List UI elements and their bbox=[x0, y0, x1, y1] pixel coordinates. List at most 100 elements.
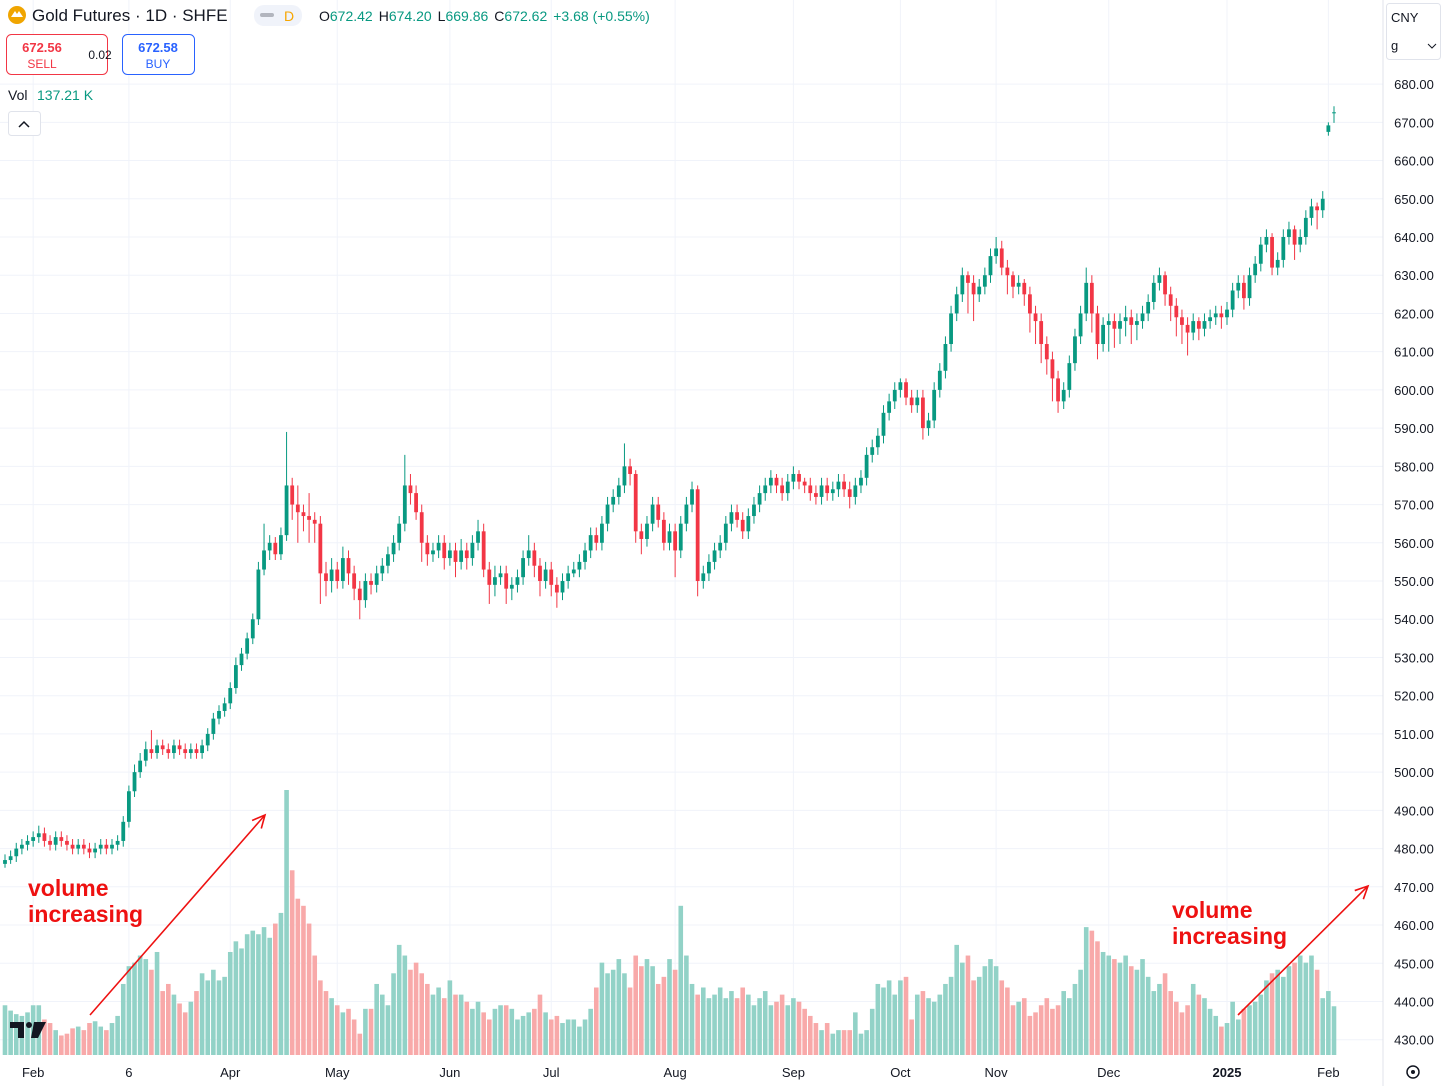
candle-body bbox=[188, 749, 193, 754]
x-tick-label: Apr bbox=[220, 1065, 241, 1080]
volume-bar bbox=[312, 955, 318, 1055]
candle-body bbox=[1298, 236, 1303, 245]
candle-body bbox=[735, 512, 739, 520]
candle-body bbox=[611, 496, 616, 505]
interval-badge: D bbox=[284, 8, 294, 24]
candle-body bbox=[290, 485, 295, 505]
unit: g bbox=[1391, 38, 1398, 53]
volume-bar bbox=[503, 1005, 509, 1055]
candle-body bbox=[115, 840, 120, 845]
volume-bar bbox=[571, 1019, 577, 1055]
volume-bar bbox=[126, 966, 132, 1055]
volume-bar bbox=[1050, 1008, 1055, 1055]
candle-body bbox=[267, 542, 272, 551]
candle-body bbox=[447, 550, 452, 559]
candle-body bbox=[1241, 282, 1246, 299]
candle-body bbox=[1275, 259, 1280, 268]
volume-bar bbox=[1275, 969, 1280, 1055]
volume-bar bbox=[447, 980, 453, 1055]
candle-body bbox=[340, 558, 345, 582]
y-tick-label: 620.00 bbox=[1394, 306, 1434, 321]
candle-body bbox=[1208, 317, 1213, 322]
candle-body bbox=[566, 573, 571, 582]
candle-body bbox=[1084, 282, 1089, 314]
sell-button[interactable] bbox=[6, 34, 108, 75]
volume-bar bbox=[464, 1001, 470, 1055]
volume-bar bbox=[1078, 969, 1083, 1055]
volume-bar bbox=[143, 959, 149, 1055]
candle-body bbox=[1028, 294, 1032, 314]
candle-body bbox=[1303, 217, 1308, 237]
volume-bar bbox=[960, 962, 965, 1055]
candle-body bbox=[442, 542, 447, 559]
y-tick-label: 650.00 bbox=[1394, 192, 1434, 207]
candle-body bbox=[25, 840, 30, 845]
volume-bar bbox=[515, 1019, 520, 1055]
annotation-text: increasing bbox=[1172, 923, 1287, 949]
candle-body bbox=[988, 256, 993, 276]
settings-icon[interactable] bbox=[1406, 1065, 1420, 1079]
volume-bar bbox=[301, 905, 306, 1055]
volume-bar bbox=[1055, 1005, 1061, 1055]
volume-bar bbox=[453, 994, 458, 1055]
volume-bar bbox=[689, 983, 695, 1055]
candle-body bbox=[830, 489, 835, 494]
volume-bar bbox=[419, 973, 425, 1055]
candle-body bbox=[1219, 313, 1224, 318]
x-tick-label: Oct bbox=[890, 1065, 911, 1080]
x-tick-label: 6 bbox=[125, 1065, 132, 1080]
volume-bar bbox=[717, 987, 723, 1055]
candle-body bbox=[1292, 229, 1297, 245]
candle-body bbox=[791, 473, 796, 482]
candle-body bbox=[1123, 317, 1128, 322]
candle-body bbox=[864, 454, 869, 478]
candle-body bbox=[932, 389, 937, 421]
symbol-title[interactable]: Gold Futures · 1D · SHFE bbox=[32, 6, 228, 25]
candle-body bbox=[701, 573, 706, 582]
volume-bar bbox=[768, 1005, 774, 1055]
volume-bar bbox=[1247, 1005, 1252, 1055]
volume-bar bbox=[59, 1035, 64, 1055]
candle-body bbox=[667, 531, 672, 543]
volume-bar bbox=[796, 1001, 802, 1055]
candle-body bbox=[211, 718, 216, 734]
candle-body bbox=[752, 504, 756, 517]
volume-bar bbox=[1157, 983, 1162, 1055]
x-tick-label: 2025 bbox=[1213, 1065, 1242, 1080]
volume-bar bbox=[807, 1015, 813, 1055]
volume-bar bbox=[858, 1033, 864, 1055]
volume-bar bbox=[931, 1001, 937, 1055]
y-tick-label: 440.00 bbox=[1394, 994, 1434, 1009]
candle-body bbox=[1174, 305, 1179, 318]
volume-bar bbox=[565, 1019, 571, 1055]
candle-body bbox=[999, 248, 1004, 268]
volume-bar bbox=[762, 991, 768, 1055]
candle-body bbox=[1281, 236, 1286, 260]
volume-bar bbox=[740, 987, 746, 1055]
volume-bar bbox=[380, 994, 385, 1055]
candle-body bbox=[926, 420, 931, 429]
candle-body bbox=[318, 523, 323, 574]
candle-body bbox=[921, 397, 925, 429]
candle-body bbox=[1140, 313, 1145, 322]
y-tick-label: 480.00 bbox=[1394, 842, 1434, 857]
volume-bar bbox=[605, 973, 610, 1055]
volume-bar bbox=[1269, 973, 1275, 1055]
volume-bar bbox=[537, 994, 543, 1055]
candle-body bbox=[414, 493, 418, 513]
volume-bar bbox=[402, 955, 408, 1055]
volume-bar bbox=[104, 1030, 109, 1055]
y-tick-label: 570.00 bbox=[1394, 498, 1434, 513]
candle-body bbox=[785, 481, 790, 494]
annotation-arrow bbox=[89, 814, 266, 1016]
volume-bar bbox=[436, 987, 441, 1055]
buy-button[interactable] bbox=[122, 34, 195, 75]
candle-body bbox=[36, 833, 41, 838]
volume-bar bbox=[1314, 969, 1320, 1055]
volume-bar bbox=[548, 1019, 554, 1055]
currency-box[interactable] bbox=[1386, 3, 1441, 60]
volume-bar bbox=[323, 991, 329, 1055]
status-badge[interactable] bbox=[254, 5, 302, 26]
volume-bar bbox=[909, 1019, 914, 1055]
volume-bar bbox=[1230, 1001, 1235, 1055]
